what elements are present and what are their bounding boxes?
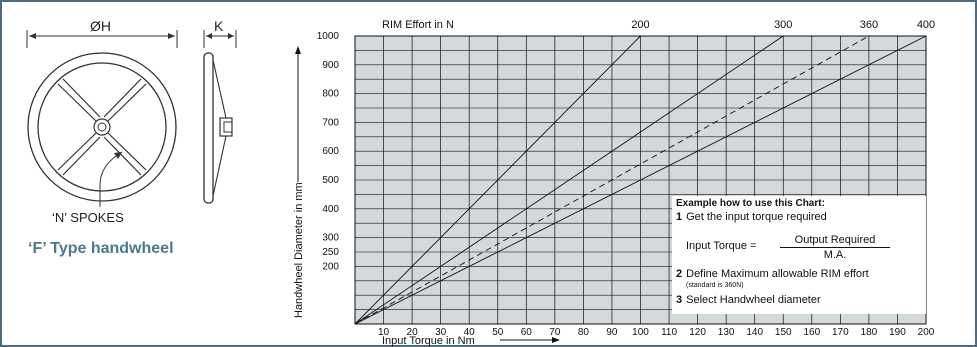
- step-3-number: 3: [676, 294, 683, 306]
- width-dimension: [203, 30, 237, 48]
- x-tick-190: 190: [889, 327, 906, 338]
- step-1-number: 1: [676, 211, 683, 223]
- x-axis-title-group: Input Torque in Nm: [382, 335, 560, 347]
- step-3-text: Select Handwheel diameter: [686, 294, 821, 306]
- x-tick-120: 120: [689, 327, 706, 338]
- series-line-200: [354, 35, 641, 325]
- y-tick-700: 700: [322, 117, 339, 128]
- step-1: 1 Get the input torque required: [676, 211, 827, 223]
- x-tick-80: 80: [578, 327, 590, 338]
- wheel-side-view: [203, 52, 233, 204]
- formula-denominator: M.A.: [823, 249, 847, 261]
- x-axis-title: Input Torque in Nm: [382, 335, 475, 347]
- step-2-note: (standard is 360N): [686, 282, 744, 289]
- y-tick-600: 600: [322, 146, 339, 157]
- top-series-labels: 200 300 360 400: [631, 19, 935, 31]
- step-1-text: Get the input torque required: [686, 211, 827, 223]
- step-3: 3 Select Handwheel diameter: [676, 294, 821, 306]
- series-line-400: [354, 35, 927, 325]
- y-tick-900: 900: [322, 60, 339, 71]
- x-tick-30: 30: [435, 327, 447, 338]
- x-tick-70: 70: [549, 327, 561, 338]
- x-tick-170: 170: [832, 327, 849, 338]
- dim-k-label: K: [214, 18, 224, 34]
- x-tick-20: 20: [407, 327, 419, 338]
- series-label-300: 300: [774, 19, 792, 31]
- x-tick-100: 100: [632, 327, 649, 338]
- example-title: Example how to use this Chart:: [676, 198, 825, 209]
- top-axis-label: RIM Effort in N: [382, 19, 454, 31]
- x-tick-10: 10: [378, 327, 390, 338]
- series-line-300: [354, 35, 784, 325]
- y-tick-250: 250: [322, 247, 339, 258]
- step-2-text: Define Maximum allowable RIM effort: [686, 268, 869, 280]
- series-line-360: [354, 35, 870, 325]
- y-tick-300: 300: [322, 233, 339, 244]
- x-tick-130: 130: [718, 327, 735, 338]
- example-instructions-box: Example how to use this Chart: 1 Get the …: [672, 196, 926, 314]
- step-2-number: 2: [676, 268, 683, 280]
- step-2: 2 Define Maximum allowable RIM effort: [676, 268, 869, 280]
- x-tick-50: 50: [492, 327, 504, 338]
- series-label-400: 400: [917, 19, 935, 31]
- series-label-360: 360: [860, 19, 878, 31]
- y-tick-1000: 1000: [317, 31, 340, 42]
- y-tick-500: 500: [322, 175, 339, 186]
- x-tick-140: 140: [746, 327, 763, 338]
- formula-lhs: Input Torque =: [686, 240, 757, 252]
- handwheel-drawing: ØH K: [26, 18, 237, 207]
- y-axis-title-group: Handwheel Diameter in mm: [293, 46, 305, 318]
- series-lines: [354, 35, 927, 325]
- y-axis-title: Handwheel Diameter in mm: [293, 182, 305, 318]
- diameter-dimension: [26, 30, 178, 48]
- formula-numerator: Output Required: [780, 234, 890, 248]
- x-tick-160: 160: [803, 327, 820, 338]
- x-tick-150: 150: [775, 327, 792, 338]
- spokes-label: ‘N’ SPOKES: [52, 210, 124, 225]
- x-tick-90: 90: [606, 327, 618, 338]
- x-tick-110: 110: [661, 327, 677, 338]
- x-tick-200: 200: [918, 327, 935, 338]
- dim-h-label: ØH: [90, 18, 111, 34]
- x-tick-180: 180: [861, 327, 878, 338]
- y-tick-labels: 200 250 300 400 500 600 700 800 900 1000: [317, 31, 340, 272]
- wheel-front-view: [27, 52, 177, 207]
- y-tick-400: 400: [322, 204, 339, 215]
- x-tick-60: 60: [521, 327, 533, 338]
- x-tick-labels: 10 20 30 40 50 60 70 80 90 100 110 120 130 140 150 160 1…: [378, 327, 935, 338]
- y-tick-200: 200: [322, 261, 339, 272]
- handwheel-type-title: ‘F’ Type handwheel: [28, 240, 174, 257]
- x-tick-40: 40: [464, 327, 476, 338]
- y-tick-800: 800: [322, 89, 339, 100]
- formula-fraction: Output Required M.A.: [780, 234, 890, 261]
- series-label-200: 200: [631, 19, 649, 31]
